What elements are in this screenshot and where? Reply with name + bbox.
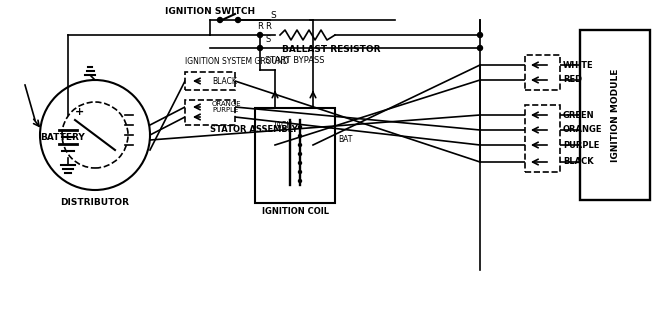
Circle shape: [298, 125, 302, 128]
Text: RED: RED: [563, 76, 582, 84]
Circle shape: [298, 144, 302, 147]
Circle shape: [298, 171, 302, 174]
Circle shape: [298, 180, 302, 182]
Text: BLACK: BLACK: [563, 157, 593, 167]
FancyBboxPatch shape: [525, 105, 560, 172]
Circle shape: [257, 32, 263, 38]
Text: IGNITION SWITCH: IGNITION SWITCH: [165, 8, 255, 16]
Text: ORANGE
PURPLE: ORANGE PURPLE: [212, 101, 241, 114]
Text: +: +: [76, 107, 85, 117]
Text: BLACK: BLACK: [212, 77, 237, 85]
Text: IGNITION MODULE: IGNITION MODULE: [611, 68, 619, 162]
Text: START BYPASS: START BYPASS: [265, 56, 324, 65]
Text: STATOR ASSEMBLY: STATOR ASSEMBLY: [210, 125, 298, 135]
Text: ORANGE: ORANGE: [563, 125, 603, 135]
Text: GREEN: GREEN: [563, 111, 595, 119]
Circle shape: [477, 32, 483, 38]
Bar: [255, 108, 335, 203]
Text: BAT: BAT: [338, 136, 352, 145]
Text: R: R: [257, 22, 263, 31]
Text: S: S: [270, 11, 276, 19]
Circle shape: [477, 46, 483, 50]
Text: BATTERY: BATTERY: [40, 133, 85, 142]
Text: PURPLE: PURPLE: [563, 141, 599, 149]
Text: BALLAST RESISTOR: BALLAST RESISTOR: [282, 45, 381, 54]
Text: WHITE: WHITE: [563, 60, 593, 70]
Circle shape: [298, 135, 302, 138]
Circle shape: [217, 17, 223, 22]
Text: IGNITION COIL: IGNITION COIL: [261, 208, 328, 216]
Circle shape: [257, 46, 263, 50]
Bar: [580, 30, 650, 200]
FancyBboxPatch shape: [185, 100, 235, 124]
Text: R: R: [265, 22, 271, 31]
Text: IGNITION SYSTEM GROUND: IGNITION SYSTEM GROUND: [185, 57, 289, 67]
Circle shape: [298, 152, 302, 155]
Circle shape: [298, 161, 302, 164]
FancyBboxPatch shape: [525, 55, 560, 90]
Text: DISTRIBUTOR: DISTRIBUTOR: [60, 198, 129, 207]
Circle shape: [235, 17, 241, 22]
Text: TACH: TACH: [273, 120, 293, 129]
Text: S: S: [265, 35, 271, 44]
FancyBboxPatch shape: [185, 72, 235, 90]
